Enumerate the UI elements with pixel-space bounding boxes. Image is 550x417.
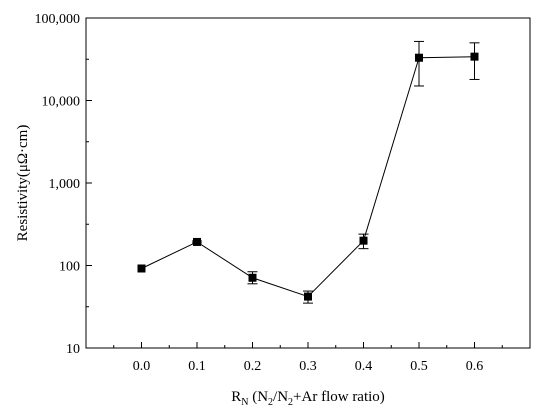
x-axis-label: RN (N2/N2+Ar flow ratio) [231, 389, 385, 408]
x-tick-label: 0.4 [355, 359, 373, 374]
error-bar [414, 40, 424, 87]
series-line [141, 56, 475, 298]
x-tick-label: 0.5 [410, 359, 428, 374]
data-point [248, 273, 257, 282]
x-tick-label: 0.1 [188, 359, 206, 374]
y-tick-label: 1,000 [49, 177, 81, 192]
data-point [137, 264, 146, 273]
data-point [359, 236, 368, 245]
x-tick-label: 0.3 [299, 359, 317, 374]
data-point [304, 292, 312, 301]
x-tick-label: 0.0 [133, 359, 151, 374]
x-tick-label: 0.2 [244, 359, 262, 374]
y-tick-label: 100 [59, 260, 80, 275]
error-bar [469, 42, 480, 80]
data-point [193, 237, 201, 246]
data-point [415, 53, 423, 62]
y-axis-ticks: 10 100 1,000 10,000 100,000 [35, 12, 92, 357]
x-tick-label: 0.6 [466, 359, 484, 374]
y-tick-label: 10 [66, 342, 80, 357]
y-axis-label: Resistivity(μΩ·cm) [15, 125, 31, 242]
data-point [470, 52, 479, 61]
x-axis-ticks: 0.0 0.1 0.2 0.3 0.4 0.5 0.6 [113, 342, 503, 374]
series-group [137, 40, 480, 304]
y-tick-label: 10,000 [42, 95, 81, 110]
y-tick-label: 100,000 [35, 12, 81, 27]
